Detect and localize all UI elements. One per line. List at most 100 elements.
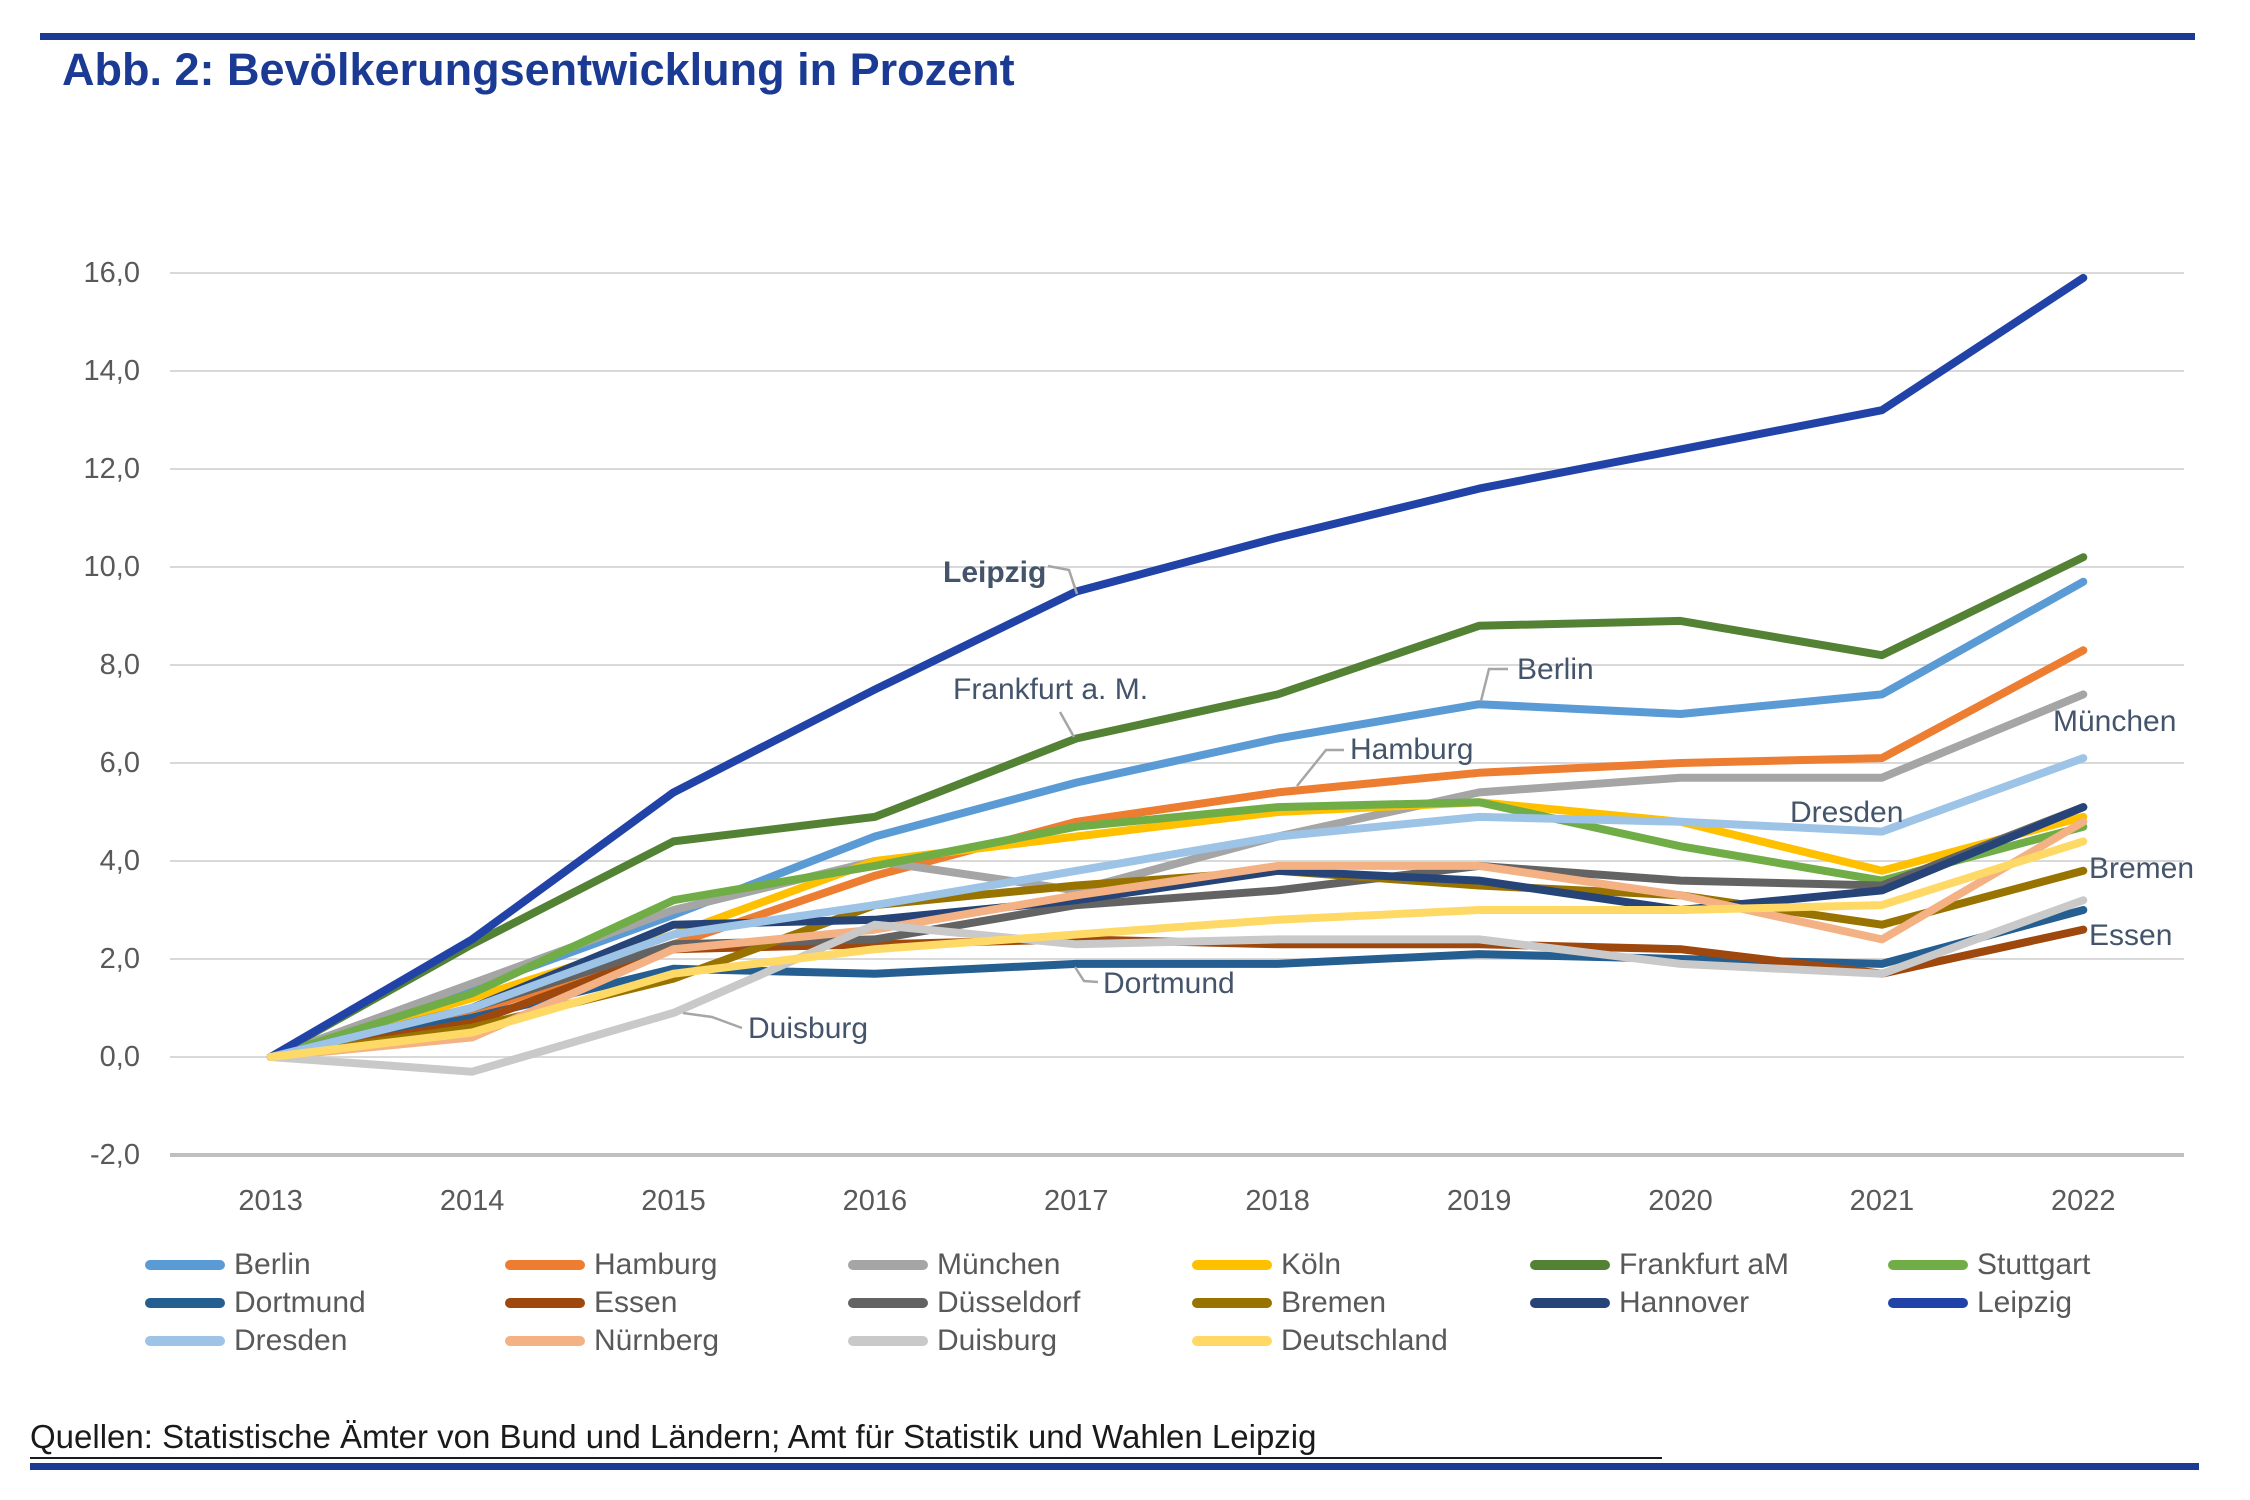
series-line-leipzig (266, 273, 2088, 1061)
y-tick-label: 12,0 (83, 453, 140, 485)
legend-swatch-stuttgart (1888, 1260, 1968, 1270)
legend-label: Leipzig (1977, 1286, 2073, 1319)
legend-label: Stuttgart (1977, 1248, 2091, 1281)
population-line-chart (170, 272, 2184, 1157)
legend-label: Deutschland (1281, 1324, 1448, 1357)
legend-swatch-bremen (1192, 1298, 1272, 1308)
legend-label: Duisburg (937, 1324, 1058, 1357)
annotation-leader-hamburg (1296, 748, 1344, 787)
legend-item-dresden: Dresden (145, 1323, 347, 1359)
legend-item-stuttgart: Stuttgart (1888, 1247, 2090, 1283)
y-tick-label: 6,0 (99, 747, 140, 779)
legend-item-n-rnberg: Nürnberg (505, 1323, 719, 1359)
series-line-d-sseldorf (266, 803, 2088, 1061)
legend-swatch-k-ln (1192, 1260, 1272, 1270)
annotation-berlin: Berlin (1517, 653, 1594, 686)
annotation-leader-berlin (1479, 667, 1508, 702)
y-tick-label: -2,0 (90, 1139, 140, 1171)
annotation-leader-frankfurt-a-m- (1058, 711, 1076, 738)
legend-label: München (937, 1248, 1061, 1281)
legend-swatch-essen (505, 1298, 585, 1308)
x-tick-label: 2019 (1446, 1185, 1512, 1217)
legend-item-m-nchen: München (848, 1247, 1060, 1283)
legend-item-deutschland: Deutschland (1192, 1323, 1448, 1359)
annotation-essen: Essen (2089, 919, 2173, 952)
legend-item-dortmund: Dortmund (145, 1285, 366, 1321)
x-tick-label: 2013 (238, 1185, 303, 1217)
legend-swatch-dresden (145, 1336, 225, 1346)
legend-label: Nürnberg (594, 1324, 720, 1357)
series-line-hannover (266, 803, 2088, 1061)
annotation-leader-duisburg (682, 1011, 743, 1030)
series-line-stuttgart (266, 798, 2088, 1061)
legend-label: Dortmund (234, 1286, 366, 1319)
x-tick-label: 2014 (439, 1185, 505, 1217)
annotation-leader-leipzig (1047, 564, 1079, 595)
x-tick-label: 2021 (1849, 1185, 1915, 1217)
series-line-berlin (266, 577, 2088, 1061)
legend-item-k-ln: Köln (1192, 1247, 1341, 1283)
title-top-rule (40, 33, 2195, 40)
legend-label: Hannover (1619, 1286, 1750, 1319)
series-line-n-rnberg (266, 817, 2088, 1061)
legend-item-d-sseldorf: Düsseldorf (848, 1285, 1080, 1321)
x-tick-label: 2016 (842, 1185, 908, 1217)
annotation-duisburg: Duisburg (748, 1012, 869, 1045)
legend-item-frankfurt-am: Frankfurt aM (1530, 1247, 1789, 1283)
legend-swatch-hannover (1530, 1298, 1610, 1308)
legend-label: Bremen (1281, 1286, 1387, 1319)
source-underline (30, 1457, 1662, 1459)
legend-swatch-n-rnberg (505, 1336, 585, 1346)
annotation-leader-dortmund (1073, 966, 1099, 984)
legend-item-bremen: Bremen (1192, 1285, 1386, 1321)
y-tick-label: 10,0 (83, 551, 140, 583)
series-line-duisburg (266, 896, 2088, 1076)
y-tick-label: 0,0 (99, 1041, 140, 1073)
footer-bottom-rule (30, 1463, 2199, 1470)
legend-label: Düsseldorf (937, 1286, 1081, 1319)
figure-title: Abb. 2: Bevölkerungsentwicklung in Proze… (62, 44, 1015, 95)
legend-swatch-hamburg (505, 1260, 585, 1270)
annotation-hamburg: Hamburg (1350, 733, 1474, 766)
legend-label: Hamburg (594, 1248, 718, 1281)
legend-swatch-duisburg (848, 1336, 928, 1346)
legend-item-hannover: Hannover (1530, 1285, 1749, 1321)
x-tick-label: 2017 (1044, 1185, 1109, 1217)
legend-item-hamburg: Hamburg (505, 1247, 717, 1283)
series-line-frankfurt-am (266, 553, 2088, 1061)
annotation-dresden: Dresden (1790, 796, 1904, 829)
y-tick-label: 14,0 (83, 355, 140, 387)
legend-swatch-deutschland (1192, 1336, 1272, 1346)
legend-label: Frankfurt aM (1619, 1248, 1790, 1281)
y-tick-label: 4,0 (99, 845, 140, 877)
series-line-dresden (266, 754, 2088, 1061)
legend-label: Essen (594, 1286, 678, 1319)
y-tick-label: 2,0 (99, 943, 140, 975)
legend-swatch-d-sseldorf (848, 1298, 928, 1308)
legend-item-duisburg: Duisburg (848, 1323, 1057, 1359)
source-text: Quellen: Statistische Ämter von Bund und… (30, 1418, 1317, 1455)
annotation-dortmund: Dortmund (1103, 967, 1235, 1000)
x-tick-label: 2018 (1245, 1185, 1310, 1217)
legend-label: Köln (1281, 1248, 1342, 1281)
series-line-deutschland (266, 837, 2088, 1061)
y-tick-label: 16,0 (83, 257, 140, 289)
legend-label: Berlin (234, 1248, 311, 1281)
y-tick-label: 8,0 (99, 649, 140, 681)
legend-swatch-frankfurt-am (1530, 1260, 1610, 1270)
x-tick-label: 2015 (641, 1185, 706, 1217)
legend-item-essen: Essen (505, 1285, 677, 1321)
legend-swatch-dortmund (145, 1298, 225, 1308)
legend-item-leipzig: Leipzig (1888, 1285, 2072, 1321)
annotation-frankfurt-a-m-: Frankfurt a. M. (953, 673, 1149, 706)
x-tick-label: 2020 (1648, 1185, 1713, 1217)
legend-item-berlin: Berlin (145, 1247, 311, 1283)
legend-label: Dresden (234, 1324, 348, 1357)
annotation-leipzig: Leipzig (943, 556, 1047, 589)
x-tick-label: 2022 (2051, 1185, 2116, 1217)
legend-swatch-m-nchen (848, 1260, 928, 1270)
annotation-bremen: Bremen (2089, 852, 2195, 885)
legend-swatch-berlin (145, 1260, 225, 1270)
annotation-m-nchen: München (2053, 705, 2177, 738)
